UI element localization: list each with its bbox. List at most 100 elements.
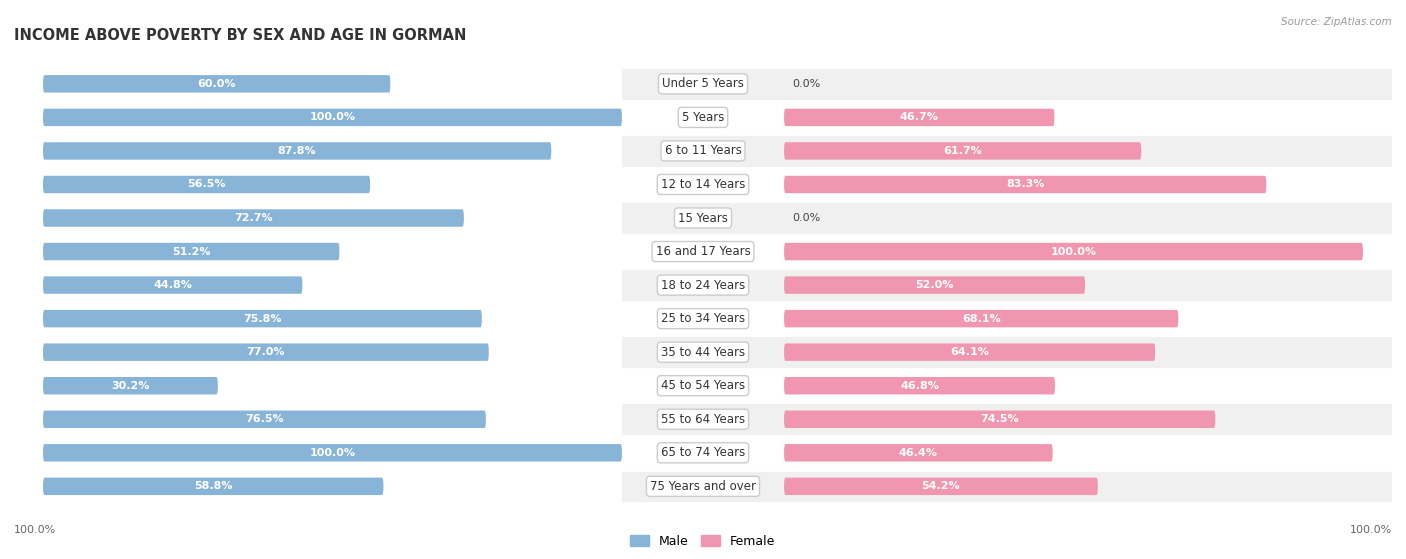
Bar (621, 302, 1406, 335)
FancyBboxPatch shape (44, 276, 302, 294)
Bar (785, 436, 1406, 470)
Text: 55 to 64 Years: 55 to 64 Years (661, 413, 745, 426)
Text: 65 to 74 Years: 65 to 74 Years (661, 446, 745, 459)
Text: 72.7%: 72.7% (235, 213, 273, 223)
Text: 51.2%: 51.2% (172, 247, 211, 257)
Bar (0, 268, 1406, 302)
FancyBboxPatch shape (44, 410, 486, 428)
Bar (0, 235, 1406, 268)
Bar (621, 268, 1406, 302)
Bar (0, 402, 1406, 436)
Bar (621, 67, 1406, 101)
Legend: Male, Female: Male, Female (626, 530, 780, 553)
Bar (0, 302, 1406, 335)
Bar (621, 101, 1406, 134)
Bar (621, 470, 1406, 503)
Text: 46.8%: 46.8% (900, 381, 939, 391)
Text: INCOME ABOVE POVERTY BY SEX AND AGE IN GORMAN: INCOME ABOVE POVERTY BY SEX AND AGE IN G… (14, 28, 467, 43)
Text: 46.4%: 46.4% (898, 448, 938, 458)
Text: 35 to 44 Years: 35 to 44 Years (661, 345, 745, 359)
Bar (0, 134, 1406, 168)
FancyBboxPatch shape (785, 343, 1156, 361)
FancyBboxPatch shape (44, 444, 621, 462)
FancyBboxPatch shape (785, 444, 1053, 462)
FancyBboxPatch shape (44, 377, 218, 395)
Text: 12 to 14 Years: 12 to 14 Years (661, 178, 745, 191)
FancyBboxPatch shape (785, 477, 1098, 495)
Bar (785, 302, 1406, 335)
Text: 52.0%: 52.0% (915, 280, 953, 290)
Text: 58.8%: 58.8% (194, 481, 232, 491)
Text: 83.3%: 83.3% (1007, 179, 1045, 190)
Bar (621, 335, 1406, 369)
Text: 100.0%: 100.0% (309, 112, 356, 122)
Bar (785, 369, 1406, 402)
Text: 87.8%: 87.8% (278, 146, 316, 156)
Text: 18 to 24 Years: 18 to 24 Years (661, 278, 745, 292)
Bar (0, 436, 1406, 470)
Bar (0, 335, 1406, 369)
Text: 75.8%: 75.8% (243, 314, 281, 324)
Text: 100.0%: 100.0% (14, 525, 56, 536)
Text: 56.5%: 56.5% (187, 179, 226, 190)
Bar (621, 134, 1406, 168)
FancyBboxPatch shape (44, 310, 482, 328)
Text: 0.0%: 0.0% (793, 213, 821, 223)
Bar (621, 168, 1406, 201)
FancyBboxPatch shape (785, 108, 1054, 126)
Bar (621, 201, 1406, 235)
Bar (0, 67, 1406, 101)
Bar (785, 470, 1406, 503)
Bar (785, 402, 1406, 436)
Text: 100.0%: 100.0% (1350, 525, 1392, 536)
Bar (621, 402, 1406, 436)
Bar (0, 168, 1406, 201)
FancyBboxPatch shape (785, 410, 1215, 428)
FancyBboxPatch shape (44, 176, 370, 193)
Text: 64.1%: 64.1% (950, 347, 988, 357)
Text: 46.7%: 46.7% (900, 112, 939, 122)
FancyBboxPatch shape (785, 276, 1085, 294)
FancyBboxPatch shape (785, 142, 1142, 160)
FancyBboxPatch shape (785, 377, 1054, 395)
FancyBboxPatch shape (44, 142, 551, 160)
FancyBboxPatch shape (44, 343, 489, 361)
FancyBboxPatch shape (44, 108, 621, 126)
Bar (621, 436, 1406, 470)
Bar (621, 369, 1406, 402)
Text: 74.5%: 74.5% (980, 414, 1019, 424)
Text: 61.7%: 61.7% (943, 146, 981, 156)
FancyBboxPatch shape (44, 243, 339, 260)
Text: 45 to 54 Years: 45 to 54 Years (661, 379, 745, 392)
Text: 100.0%: 100.0% (1050, 247, 1097, 257)
Text: 77.0%: 77.0% (246, 347, 285, 357)
Text: Under 5 Years: Under 5 Years (662, 77, 744, 91)
Text: 68.1%: 68.1% (962, 314, 1001, 324)
Bar (621, 235, 1406, 268)
Text: 54.2%: 54.2% (921, 481, 960, 491)
Text: 6 to 11 Years: 6 to 11 Years (665, 144, 741, 158)
Text: 44.8%: 44.8% (153, 280, 193, 290)
Bar (785, 235, 1406, 268)
Bar (785, 101, 1406, 134)
Bar (785, 201, 1406, 235)
Bar (785, 268, 1406, 302)
Bar (785, 168, 1406, 201)
Bar (785, 335, 1406, 369)
Bar (0, 369, 1406, 402)
Text: 15 Years: 15 Years (678, 211, 728, 225)
Text: 75 Years and over: 75 Years and over (650, 480, 756, 493)
Text: 5 Years: 5 Years (682, 111, 724, 124)
Text: 30.2%: 30.2% (111, 381, 149, 391)
FancyBboxPatch shape (44, 209, 464, 227)
FancyBboxPatch shape (785, 310, 1178, 328)
Text: 100.0%: 100.0% (309, 448, 356, 458)
FancyBboxPatch shape (785, 243, 1362, 260)
Bar (0, 201, 1406, 235)
FancyBboxPatch shape (44, 75, 391, 93)
Bar (0, 101, 1406, 134)
FancyBboxPatch shape (44, 477, 384, 495)
Bar (785, 67, 1406, 101)
Text: 25 to 34 Years: 25 to 34 Years (661, 312, 745, 325)
Text: 16 and 17 Years: 16 and 17 Years (655, 245, 751, 258)
